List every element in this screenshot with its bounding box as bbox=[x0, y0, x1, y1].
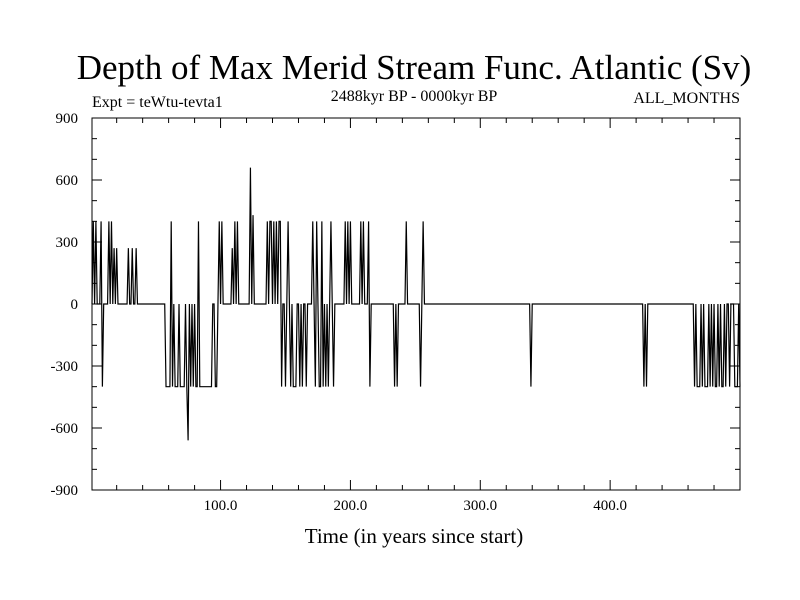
x-tick-label: 200.0 bbox=[334, 498, 368, 514]
y-tick-label: 0 bbox=[71, 297, 79, 313]
months-label: ALL_MONTHS bbox=[633, 90, 740, 107]
y-tick-label: -300 bbox=[51, 359, 79, 375]
y-tick-label: 600 bbox=[56, 173, 79, 189]
y-tick-label: -600 bbox=[51, 421, 79, 437]
y-axis: 900 600 300 0 -300 -600 -900 bbox=[51, 111, 740, 499]
y-tick-label: 300 bbox=[56, 235, 79, 251]
x-axis: 100.0 200.0 300.0 400.0 bbox=[204, 118, 627, 514]
x-tick-label: 400.0 bbox=[593, 498, 627, 514]
x-tick-label: 300.0 bbox=[463, 498, 497, 514]
y-tick-label: -900 bbox=[51, 483, 79, 499]
experiment-label: Expt = teWtu-tevta1 bbox=[92, 94, 223, 111]
y-tick-label: 900 bbox=[56, 111, 79, 127]
x-tick-label: 100.0 bbox=[204, 498, 238, 514]
x-axis-label: Time (in years since start) bbox=[305, 524, 524, 548]
series-line bbox=[91, 167, 741, 441]
chart-title: Depth of Max Merid Stream Func. Atlantic… bbox=[77, 48, 752, 87]
time-range-label: 2488kyr BP - 0000kyr BP bbox=[331, 88, 498, 105]
